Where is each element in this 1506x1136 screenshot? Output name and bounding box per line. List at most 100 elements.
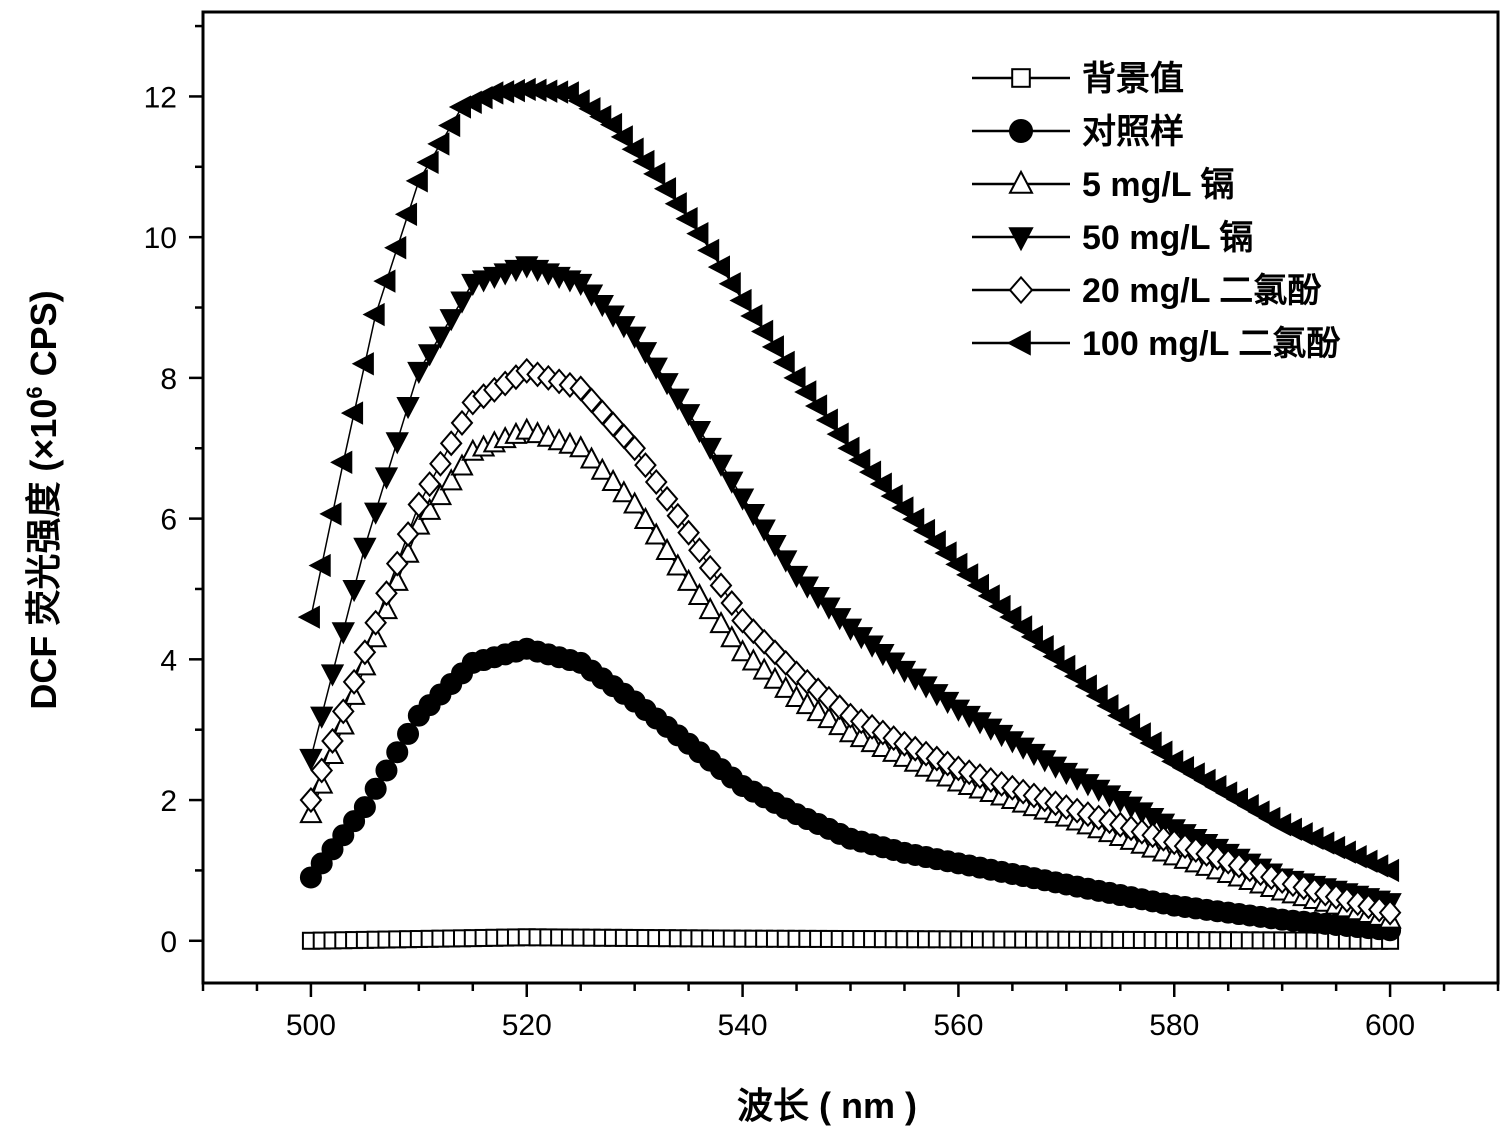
data-point: [945, 552, 968, 577]
data-point: [375, 580, 398, 607]
data-point: [579, 284, 604, 307]
data-point: [450, 409, 474, 436]
data-point: [364, 502, 388, 525]
data-point: [718, 272, 741, 296]
data-point: [396, 521, 420, 548]
data-point: [331, 698, 355, 725]
data-point: [385, 568, 409, 591]
data-point: [394, 202, 418, 226]
data-point: [427, 132, 450, 156]
data-point: [912, 518, 936, 543]
data-point: [407, 491, 431, 518]
data-point: [848, 448, 871, 472]
data-point: [610, 125, 633, 149]
data-point: [709, 572, 733, 599]
data-point: [761, 335, 784, 359]
data-point: [698, 554, 722, 581]
data-point: [1107, 703, 1130, 728]
data-point: [688, 537, 711, 564]
data-point: [923, 530, 946, 554]
data-point: [416, 150, 439, 175]
y-tick-label: 2: [160, 785, 177, 818]
data-point: [977, 584, 1000, 608]
data-point: [353, 639, 377, 666]
data-point: [385, 550, 409, 577]
data-point: [795, 691, 819, 715]
data-point: [1063, 664, 1087, 688]
legend-label: 背景值: [1082, 60, 1184, 98]
data-point: [590, 295, 614, 318]
data-point: [880, 484, 903, 508]
y-axis: 0 2 4 6 8 10 12: [144, 24, 203, 959]
data-point: [687, 420, 712, 444]
data-point: [397, 722, 420, 745]
data-point: [599, 112, 623, 137]
data-point: [956, 563, 979, 587]
data-point: [429, 450, 452, 477]
legend-item: 20 mg/L 二氯酚: [972, 272, 1322, 310]
data-point: [364, 609, 387, 636]
data-point: [612, 316, 636, 339]
data-point: [644, 468, 668, 496]
data-point: [1074, 674, 1097, 698]
legend-marker: [1008, 275, 1034, 305]
data-point: [353, 537, 377, 560]
y-axis-title-tail: CPS): [23, 290, 64, 386]
data-point: [698, 596, 722, 620]
data-point: [783, 366, 806, 390]
data-point: [417, 344, 442, 367]
data-point: [687, 582, 712, 606]
plot-area: 500 520 540 560 580 600 0 2 4 6 8 10 12: [144, 10, 1500, 1042]
data-point: [407, 361, 431, 384]
legend-label: 50 mg/L 镉: [1082, 219, 1253, 257]
data-point: [751, 319, 774, 344]
data-point: [817, 597, 841, 620]
data-point: [784, 684, 809, 708]
data-point: [676, 568, 701, 591]
data-point: [396, 540, 420, 563]
y-tick-label: 12: [144, 81, 177, 114]
data-point: [351, 352, 374, 376]
data-point: [1053, 654, 1076, 679]
data-point: [340, 401, 364, 425]
data-point: [709, 611, 733, 634]
data-point: [601, 305, 625, 328]
data-point: [858, 460, 882, 484]
data-point: [623, 435, 646, 462]
data-point: [373, 269, 396, 293]
series-4: [299, 256, 1402, 916]
data-point: [709, 454, 733, 477]
data-point: [902, 507, 925, 531]
data-point: [837, 436, 860, 460]
data-point: [729, 288, 752, 313]
data-point: [308, 553, 331, 578]
y-axis-title-superscript: 6: [22, 386, 47, 398]
data-series-layer: [297, 77, 1402, 950]
data-point: [375, 759, 398, 782]
data-point: [707, 255, 730, 279]
data-point: [634, 452, 657, 479]
legend-marker: [1006, 330, 1031, 356]
series-3: [299, 417, 1402, 929]
data-point: [666, 553, 690, 576]
series-2: [299, 637, 1402, 942]
data-point: [666, 502, 690, 529]
data-point: [828, 713, 852, 736]
data-point: [795, 576, 819, 599]
data-point: [1096, 694, 1119, 718]
data-point: [428, 482, 453, 506]
data-point: [1085, 684, 1108, 708]
data-point: [396, 397, 420, 420]
data-point: [330, 450, 353, 474]
legend-marker: [1008, 227, 1034, 252]
data-point: [612, 480, 636, 503]
legend-item: 背景值: [972, 60, 1184, 98]
data-point: [698, 437, 722, 460]
data-point: [741, 503, 766, 527]
data-point: [418, 471, 441, 498]
data-point: [310, 706, 334, 729]
legend-marker: [1009, 119, 1033, 143]
data-point: [999, 605, 1022, 629]
data-point: [720, 590, 744, 617]
data-point: [676, 404, 701, 427]
